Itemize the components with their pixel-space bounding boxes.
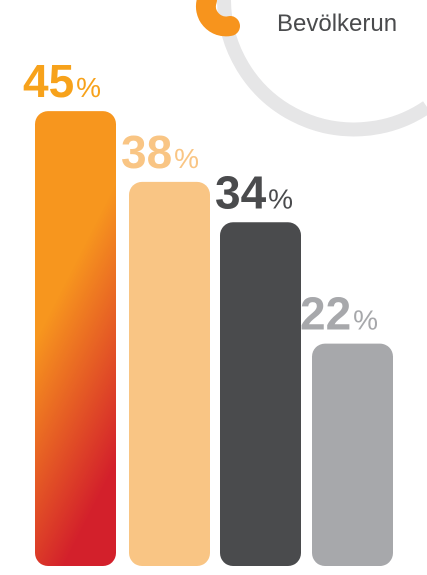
decorative-accent-arc	[195, 0, 240, 37]
bar-2	[129, 181, 210, 566]
value-number: 34	[215, 166, 267, 218]
bar-3-value-label: 34%	[215, 166, 293, 218]
bar-4	[312, 343, 393, 566]
value-number: 38	[121, 126, 172, 178]
value-percent-sign: %	[76, 72, 101, 103]
decorative-ring-arc	[217, 0, 427, 137]
value-percent-sign: %	[268, 183, 293, 214]
bar-4-value-label: 22%	[300, 288, 378, 340]
header-partial-label: Bevölkerun	[277, 10, 397, 37]
value-percent-sign: %	[353, 305, 378, 336]
value-number: 45	[23, 55, 74, 107]
bar-3	[220, 222, 301, 567]
bar-1	[35, 111, 116, 566]
value-percent-sign: %	[174, 143, 199, 174]
value-number: 22	[300, 288, 351, 340]
bar-1-value-label: 45%	[23, 55, 101, 107]
bar-2-value-label: 38%	[121, 126, 199, 178]
